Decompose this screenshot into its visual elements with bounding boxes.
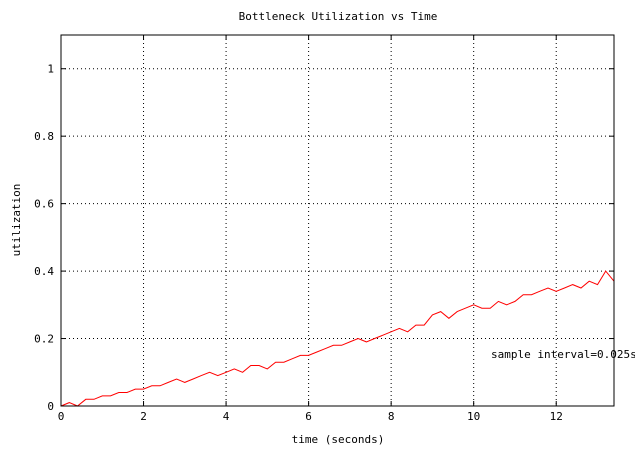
x-tick-label: 0 (58, 410, 65, 423)
plot-frame (60, 34, 615, 407)
x-tick-label: 12 (550, 410, 563, 423)
x-tick-label: 6 (305, 410, 312, 423)
y-axis-label: utilization (10, 184, 23, 257)
grid-lines (61, 35, 614, 406)
sample-interval-annotation: sample interval=0.025s (491, 348, 635, 361)
x-tick-label: 8 (388, 410, 395, 423)
x-tick-label: 4 (223, 410, 230, 423)
y-tick-label: 0.6 (34, 198, 54, 211)
y-tick-label: 0.4 (34, 265, 54, 278)
y-tick-label: 0.8 (34, 130, 54, 143)
y-tick-label: 0 (47, 400, 54, 413)
y-tick-labels: 0 0.2 0.4 0.6 0.8 1 (34, 63, 54, 413)
x-tick-label: 10 (467, 410, 480, 423)
utilization-series-line (60, 270, 615, 407)
y-tick-label: 0.2 (34, 333, 54, 346)
x-tick-label: 2 (140, 410, 147, 423)
x-tick-labels: 0 2 4 6 8 10 12 (58, 410, 563, 423)
chart-title: Bottleneck Utilization vs Time (239, 10, 438, 23)
x-axis-label: time (seconds) (292, 433, 385, 446)
y-tick-label: 1 (47, 63, 54, 76)
